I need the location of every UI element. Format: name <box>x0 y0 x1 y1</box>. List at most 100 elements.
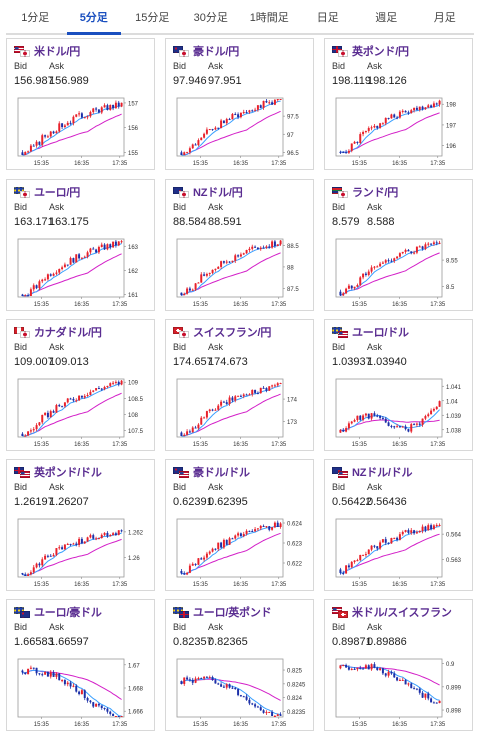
mini-candlestick-chart[interactable]: 198 197 196 15:35 16:35 17:35 <box>332 94 472 170</box>
currency-card[interactable]: 豪ドル/ドル Bid Ask 0.62391 0.62395 0.624 0.623 0.62… <box>165 459 314 591</box>
candle-body <box>407 249 410 252</box>
currency-card[interactable]: NZドル/ドル Bid Ask 0.56422 0.56436 0.564 0.563 15:… <box>324 459 473 591</box>
candle-body <box>49 555 52 557</box>
card-header[interactable]: ランド/円 <box>332 185 468 199</box>
pair-name-link[interactable]: スイスフラン/円 <box>193 327 272 339</box>
chart-svg: 157 156 155 15:35 16:35 17:35 <box>17 97 139 167</box>
currency-card[interactable]: NZドル/円 Bid Ask 88.584 88.591 88.5 88 87.5 15:35 1… <box>165 179 314 311</box>
y-tick-label: 174 <box>287 398 298 404</box>
pair-name-link[interactable]: カナダドル/円 <box>34 327 102 339</box>
candle-body <box>205 553 208 558</box>
pair-name-link[interactable]: ユーロ/豪ドル <box>34 607 102 619</box>
candle-body <box>21 573 24 575</box>
card-header[interactable]: スイスフラン/円 <box>173 325 309 339</box>
tab-5min[interactable]: 5分足 <box>65 3 124 35</box>
currency-card[interactable]: ユーロ/円 Bid Ask 163.171 163.175 163 162 161 15:35 1… <box>6 179 155 311</box>
currency-flag-icon <box>173 466 190 478</box>
pair-name-link[interactable]: 米ドル/円 <box>34 46 81 58</box>
pair-name-link[interactable]: NZドル/ドル <box>352 467 413 479</box>
candle-body <box>407 683 410 685</box>
tab-weekly[interactable]: 週足 <box>375 12 398 24</box>
candle-body <box>97 703 100 706</box>
mini-candlestick-chart[interactable]: 174 173 15:35 16:35 17:35 <box>173 375 313 451</box>
mini-candlestick-chart[interactable]: 0.564 0.563 15:35 16:35 17:35 <box>332 515 472 591</box>
candle-body <box>120 716 123 717</box>
candle-body <box>410 424 413 432</box>
candle-body <box>78 113 81 115</box>
currency-card[interactable]: 米ドル/円 Bid Ask 156.987 156.989 157 156 155 15:35 1… <box>6 38 155 170</box>
ask-label: Ask <box>367 61 383 71</box>
mini-candlestick-chart[interactable]: 109 108.5 108 107.5 15:35 16:35 17:35 <box>14 375 154 451</box>
mini-candlestick-chart[interactable]: 97.5 97 96.5 15:35 16:35 17:35 <box>173 94 313 170</box>
candle-body <box>418 246 421 248</box>
currency-card[interactable]: ユーロ/ドル Bid Ask 1.03937 1.03940 1.041 1.04 1.039… <box>324 319 473 451</box>
currency-card[interactable]: 米ドル/スイスフラン Bid Ask 0.89871 0.89886 0.9 0.899 0.… <box>324 599 473 731</box>
pair-name-link[interactable]: 英ポンド/ドル <box>34 467 102 479</box>
y-tick-label: 108 <box>128 413 139 419</box>
currency-card[interactable]: ユーロ/英ポンド Bid Ask 0.82357 0.82365 0.825 0.8245 0… <box>165 599 314 731</box>
currency-card[interactable]: ランド/円 Bid Ask 8.579 8.588 8.55 8.5 15:35 16:35 17… <box>324 179 473 311</box>
pair-name-link[interactable]: 豪ドル/円 <box>193 46 240 58</box>
mini-candlestick-chart[interactable]: 1.67 1.668 1.666 15:35 16:35 17:35 <box>14 655 154 731</box>
mini-candlestick-chart[interactable]: 0.9 0.899 0.898 15:35 16:35 17:35 <box>332 655 472 731</box>
mini-candlestick-chart[interactable]: 163 162 161 15:35 16:35 17:35 <box>14 235 154 311</box>
card-header[interactable]: 米ドル/スイスフラン <box>332 605 468 619</box>
pair-name-link[interactable]: 豪ドル/ドル <box>193 467 250 479</box>
pair-name-link[interactable]: ランド/円 <box>352 187 399 199</box>
mini-candlestick-chart[interactable]: 1.041 1.04 1.039 1.038 15:35 16:35 17:35 <box>332 375 472 451</box>
candle-body <box>398 426 401 428</box>
mini-candlestick-chart[interactable]: 0.825 0.8245 0.824 0.8235 15:35 16:35 17:35 <box>173 655 313 731</box>
mini-candlestick-chart[interactable]: 88.5 88 87.5 15:35 16:35 17:35 <box>173 235 313 311</box>
card-header[interactable]: 豪ドル/ドル <box>173 465 309 479</box>
pair-name-link[interactable]: ユーロ/ドル <box>352 327 409 339</box>
x-tick-label: 16:35 <box>74 302 90 308</box>
tab-1hour[interactable]: 1時間足 <box>249 12 289 24</box>
mini-candlestick-chart[interactable]: 1.262 1.26 15:35 16:35 17:35 <box>14 515 154 591</box>
candle-body <box>245 112 248 114</box>
card-header[interactable]: カナダドル/円 <box>14 325 150 339</box>
card-header[interactable]: 英ポンド/円 <box>332 44 468 58</box>
mini-candlestick-chart[interactable]: 8.55 8.5 15:35 16:35 17:35 <box>332 235 472 311</box>
currency-card[interactable]: カナダドル/円 Bid Ask 109.007 109.013 109 108.5 108 10… <box>6 319 155 451</box>
tab-15min[interactable]: 15分足 <box>135 12 170 24</box>
candle-body <box>259 387 262 394</box>
bid-value: 0.89871 <box>332 636 372 648</box>
candle-body <box>66 543 69 545</box>
candle-body <box>379 668 382 670</box>
pair-name-link[interactable]: 米ドル/スイスフラン <box>352 607 452 619</box>
candle-body <box>97 246 100 253</box>
currency-card[interactable]: 豪ドル/円 Bid Ask 97.946 97.951 97.5 97 96.5 15:35 16… <box>165 38 314 170</box>
candle-body <box>41 414 44 423</box>
card-header[interactable]: NZドル/円 <box>173 185 309 199</box>
candle-body <box>415 688 418 690</box>
mini-candlestick-chart[interactable]: 157 156 155 15:35 16:35 17:35 <box>14 94 154 170</box>
card-header[interactable]: 米ドル/円 <box>14 44 150 58</box>
candle-body <box>359 667 362 669</box>
y-tick-label: 109 <box>128 381 139 387</box>
card-header[interactable]: 豪ドル/円 <box>173 44 309 58</box>
pair-name-link[interactable]: NZドル/円 <box>193 187 243 199</box>
currency-card[interactable]: 英ポンド/円 Bid Ask 198.119 198.126 198 197 196 15:35… <box>324 38 473 170</box>
tab-30min[interactable]: 30分足 <box>193 12 228 24</box>
currency-card[interactable]: 英ポンド/ドル Bid Ask 1.26197 1.26207 1.262 1.26 15:3… <box>6 459 155 591</box>
currency-card[interactable]: ユーロ/豪ドル Bid Ask 1.66583 1.66597 1.67 1.668 1.66… <box>6 599 155 731</box>
card-header[interactable]: NZドル/ドル <box>332 465 468 479</box>
card-header[interactable]: ユーロ/円 <box>14 185 150 199</box>
candle-body <box>265 388 268 391</box>
candle-body <box>63 264 66 268</box>
pair-name-link[interactable]: 英ポンド/円 <box>352 46 409 58</box>
tab-monthly[interactable]: 月足 <box>433 12 456 24</box>
card-header[interactable]: ユーロ/ドル <box>332 325 468 339</box>
card-header[interactable]: ユーロ/豪ドル <box>14 605 150 619</box>
currency-card[interactable]: スイスフラン/円 Bid Ask 174.657 174.673 174 173 15:35 1… <box>165 319 314 451</box>
candle-body <box>55 548 58 555</box>
pair-name-link[interactable]: ユーロ/円 <box>34 187 81 199</box>
candle-body <box>265 526 268 528</box>
tab-daily[interactable]: 日足 <box>316 12 339 24</box>
tab-1min[interactable]: 1分足 <box>21 12 50 24</box>
mini-candlestick-chart[interactable]: 0.624 0.623 0.622 15:35 16:35 17:35 <box>173 515 313 591</box>
pair-name-link[interactable]: ユーロ/英ポンド <box>193 607 272 619</box>
candle-body <box>279 714 282 716</box>
card-header[interactable]: 英ポンド/ドル <box>14 465 150 479</box>
card-header[interactable]: ユーロ/英ポンド <box>173 605 309 619</box>
